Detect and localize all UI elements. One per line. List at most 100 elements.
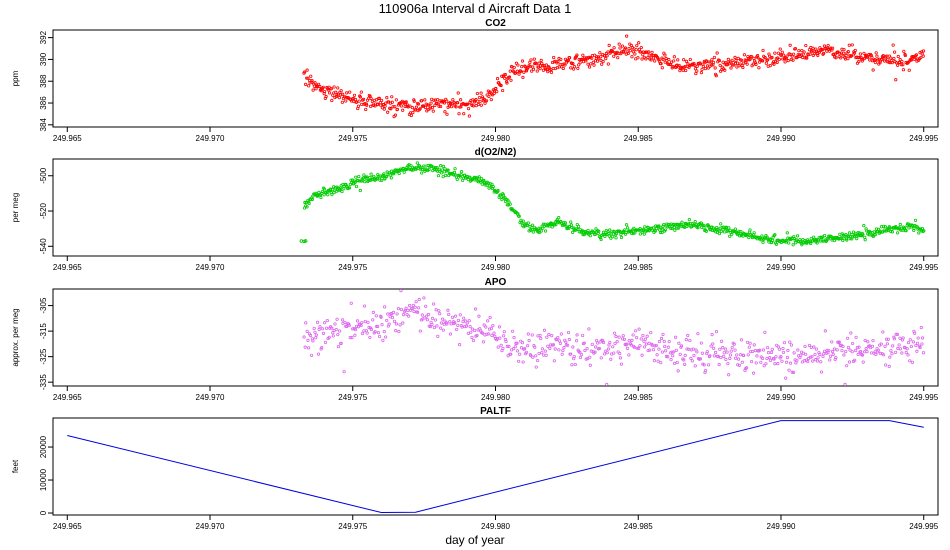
data-point <box>626 51 630 56</box>
data-point <box>767 54 772 58</box>
data-point <box>713 350 718 355</box>
data-point <box>314 333 318 337</box>
data-point <box>490 333 494 337</box>
data-point <box>713 66 717 70</box>
data-point <box>532 57 536 61</box>
data-point <box>396 307 401 311</box>
data-point <box>891 43 895 47</box>
data-point <box>895 231 900 235</box>
data-point <box>739 338 744 342</box>
data-point <box>485 332 489 336</box>
data-point <box>693 220 697 224</box>
data-point <box>796 53 800 57</box>
data-point <box>915 341 920 345</box>
x-tick-label: 249.990 <box>767 263 796 272</box>
data-point <box>871 68 875 72</box>
data-point <box>313 330 317 334</box>
data-point <box>827 348 831 353</box>
data-point <box>445 322 449 326</box>
data-point <box>664 349 668 353</box>
data-point <box>428 107 432 111</box>
data-point <box>439 321 443 325</box>
data-point <box>789 343 794 347</box>
data-point <box>864 347 868 351</box>
data-point <box>730 58 734 62</box>
data-point <box>863 238 867 242</box>
data-point <box>674 222 679 226</box>
x-tick-label: 249.985 <box>624 522 653 531</box>
data-point <box>385 318 389 323</box>
data-point <box>428 325 432 329</box>
data-point <box>392 319 397 323</box>
data-point <box>442 101 447 105</box>
data-point <box>909 58 914 62</box>
data-point <box>535 358 540 363</box>
data-point <box>672 59 676 63</box>
data-point <box>783 60 787 64</box>
data-point <box>482 323 486 327</box>
data-point <box>861 57 865 61</box>
data-point <box>458 313 462 317</box>
data-point <box>423 98 427 102</box>
data-point <box>584 59 588 63</box>
data-point <box>765 356 769 361</box>
data-point <box>339 93 343 97</box>
data-point <box>460 170 464 174</box>
data-point <box>307 84 311 88</box>
data-point <box>768 237 772 241</box>
data-point <box>641 333 645 338</box>
data-point <box>800 48 804 53</box>
data-point <box>357 179 362 183</box>
data-point <box>725 350 729 354</box>
data-point <box>601 59 605 64</box>
y-tick-label: -305 <box>39 297 48 314</box>
data-point <box>811 46 815 50</box>
data-point <box>575 53 579 57</box>
data-point <box>894 332 898 336</box>
data-point <box>575 333 579 337</box>
data-point <box>595 59 600 63</box>
data-point <box>371 310 375 314</box>
data-points <box>302 289 926 386</box>
data-point <box>819 370 824 374</box>
y-tick-label: -540 <box>39 238 48 255</box>
data-point <box>303 239 308 243</box>
data-point <box>886 337 890 341</box>
data-point <box>609 357 613 361</box>
data-point <box>619 232 623 237</box>
data-point <box>541 68 546 72</box>
data-point <box>307 201 311 206</box>
data-point <box>705 350 709 354</box>
data-point <box>797 49 801 53</box>
data-point <box>475 91 479 96</box>
data-point <box>356 325 361 329</box>
data-point <box>447 312 451 317</box>
y-tick-label: 386 <box>39 96 48 110</box>
data-point <box>686 333 690 338</box>
data-point <box>538 67 542 71</box>
data-point <box>896 346 900 351</box>
data-point <box>519 69 523 73</box>
data-point <box>686 222 691 226</box>
panel-2: d(O2/N2) 249.965 249.970 249.975 249.980 249.… <box>11 147 939 272</box>
data-point <box>900 351 904 355</box>
data-point <box>564 340 568 344</box>
data-point <box>808 52 812 56</box>
data-point <box>547 224 552 228</box>
data-point <box>438 312 442 316</box>
x-tick-label: 249.995 <box>909 263 938 272</box>
data-point <box>491 185 495 189</box>
panel-title: PALTF <box>480 406 511 417</box>
data-point <box>455 327 459 332</box>
data-point <box>520 65 524 69</box>
data-point <box>709 344 713 348</box>
data-point <box>582 233 586 237</box>
data-point <box>407 314 411 318</box>
data-point <box>327 85 331 89</box>
data-point <box>471 338 476 343</box>
data-point <box>364 102 369 106</box>
data-point <box>342 370 346 374</box>
data-point <box>394 322 398 326</box>
data-point <box>878 61 882 65</box>
data-point <box>470 327 475 331</box>
